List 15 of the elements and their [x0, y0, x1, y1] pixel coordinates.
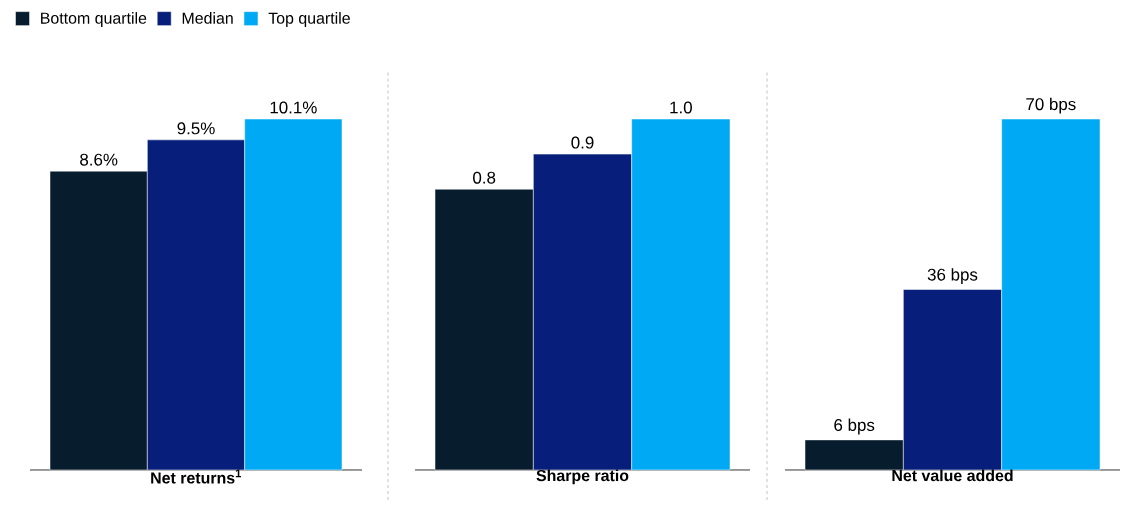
data-label: 10.1%: [270, 101, 317, 114]
x-axis-title: Net value added: [892, 469, 1013, 482]
data-label: 36 bps: [927, 268, 978, 284]
legend-label: Bottom quartile: [41, 12, 147, 27]
x-axis-title: Sharpe ratio: [536, 469, 629, 485]
data-label: 0.9: [571, 136, 594, 149]
x-axis-title: Net returns$^{1}$: [151, 469, 242, 484]
data-label: 1.0: [670, 101, 692, 114]
data-label: 8.6%: [80, 153, 118, 166]
legend-label: Median: [182, 12, 233, 24]
data-label: 70 bps: [1026, 97, 1076, 114]
legend-label: Top quartile: [268, 12, 350, 27]
data-label: 0.8: [473, 171, 496, 184]
data-label: 6 bps: [834, 418, 875, 435]
data-label: 9.5%: [177, 122, 215, 135]
